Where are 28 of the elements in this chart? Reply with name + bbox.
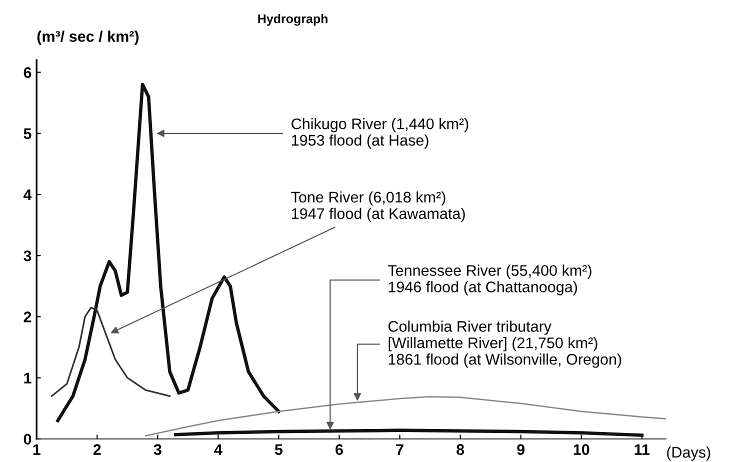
x-tick-label: 10	[574, 444, 590, 455]
x-tick-label: 7	[396, 444, 404, 455]
y-tick-label: 3	[24, 250, 32, 262]
x-tick-label: 4	[214, 444, 222, 455]
x-axis-title: (Days)	[667, 446, 710, 461]
x-tick-label: 11	[634, 444, 650, 455]
x-tick-label: 9	[517, 444, 525, 455]
y-tick-label: 6	[24, 67, 32, 78]
y-axis-title: (m³/ sec / km²)	[37, 30, 139, 45]
annotation: Chikugo River (1,440 km²) 1953 flood (at Hase)	[292, 118, 468, 149]
y-tick-label: 5	[24, 128, 32, 140]
x-tick-label: 6	[336, 444, 343, 455]
line-series	[50, 306, 171, 397]
y-tick-label: 4	[23, 190, 32, 200]
annotation: Tone River (6,018 km²) 1947 flood (at Kawamata)	[291, 191, 465, 222]
x-tick-label: 3	[154, 444, 162, 456]
annotation: Columbia River tributary [Willamette River] (21,750 km²) 1861 flood (at Wilsonville, Oregon)	[388, 320, 622, 368]
x-tick-label: 1	[33, 444, 40, 455]
annotation: Tennessee River (55,400 km²) 1946 flood (at Chattanooga)	[388, 264, 592, 296]
x-tick-label: 2	[93, 444, 101, 455]
y-tick-label: 1	[24, 372, 32, 384]
line-series	[144, 396, 666, 437]
x-tick-label: 8	[456, 444, 464, 455]
line-series	[56, 82, 280, 422]
y-tick-label: 0	[24, 434, 32, 445]
chart-title: Hydrograph	[258, 14, 328, 26]
y-tick-label: 2	[24, 312, 32, 322]
x-tick-label: 5	[274, 444, 283, 455]
